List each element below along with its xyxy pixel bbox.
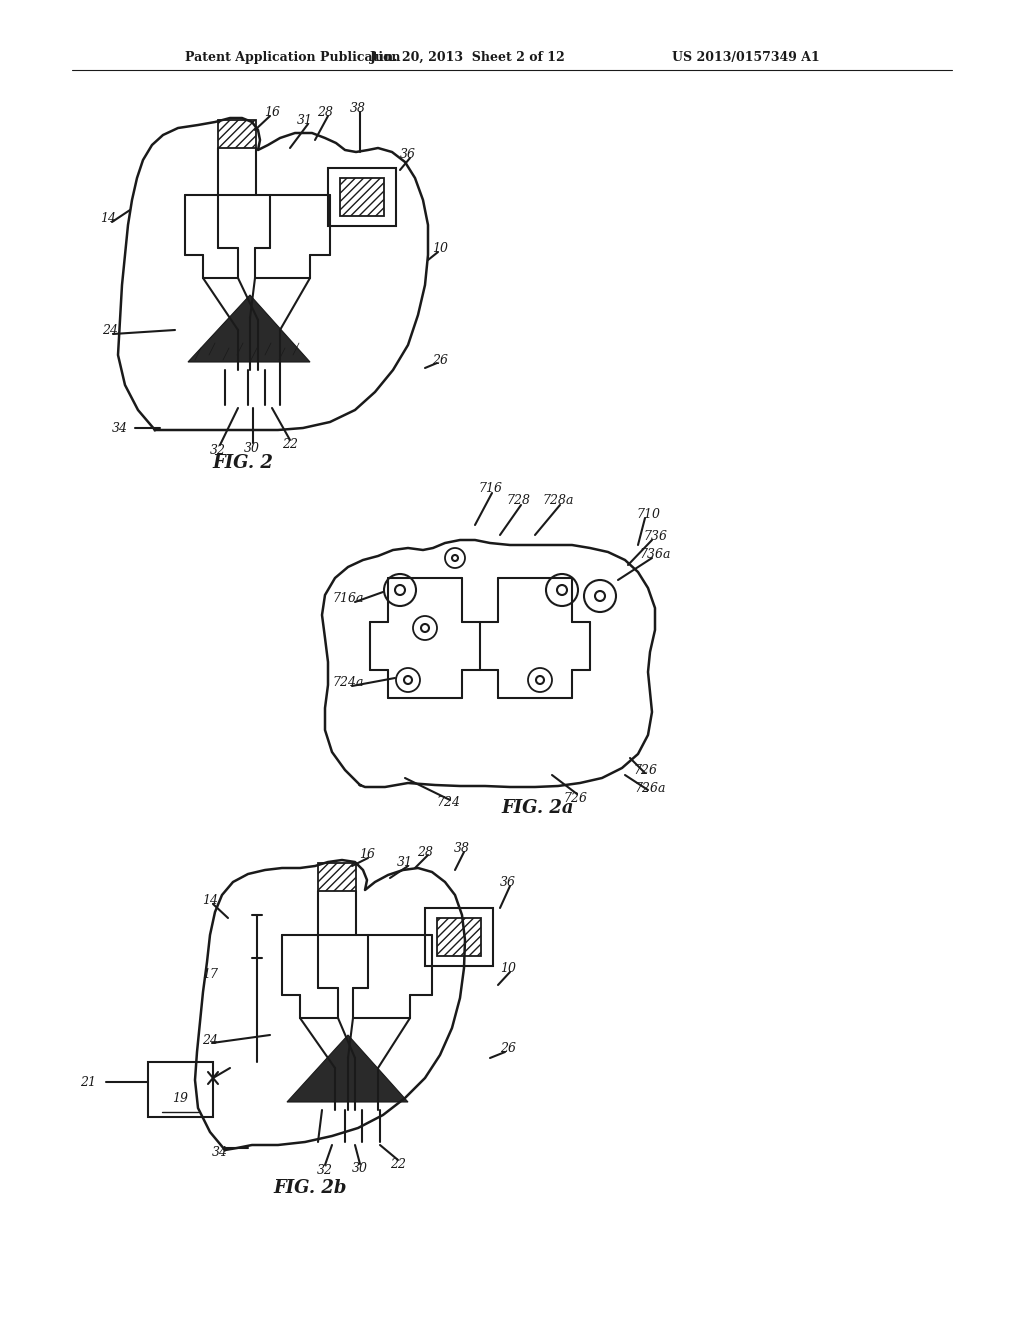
Polygon shape xyxy=(287,1035,408,1102)
Text: 716: 716 xyxy=(478,482,502,495)
Text: FIG. 2a: FIG. 2a xyxy=(502,799,574,817)
Text: US 2013/0157349 A1: US 2013/0157349 A1 xyxy=(672,50,820,63)
Circle shape xyxy=(396,668,420,692)
Text: 28: 28 xyxy=(417,846,433,858)
Text: 17: 17 xyxy=(202,969,218,982)
Circle shape xyxy=(445,548,465,568)
Text: 736a: 736a xyxy=(639,549,671,561)
Text: 14: 14 xyxy=(202,894,218,907)
Text: Jun. 20, 2013  Sheet 2 of 12: Jun. 20, 2013 Sheet 2 of 12 xyxy=(370,50,565,63)
Text: 10: 10 xyxy=(500,961,516,974)
Text: 710: 710 xyxy=(636,508,660,521)
Circle shape xyxy=(536,676,544,684)
Text: 36: 36 xyxy=(400,149,416,161)
Text: 31: 31 xyxy=(397,855,413,869)
Text: 728a: 728a xyxy=(543,494,573,507)
Circle shape xyxy=(595,591,605,601)
Text: 26: 26 xyxy=(432,354,449,367)
Text: 24: 24 xyxy=(102,323,118,337)
Text: 34: 34 xyxy=(212,1146,228,1159)
Text: 19: 19 xyxy=(172,1092,188,1105)
Circle shape xyxy=(413,616,437,640)
Polygon shape xyxy=(188,294,310,362)
Circle shape xyxy=(452,554,458,561)
Bar xyxy=(437,917,481,956)
Text: 21: 21 xyxy=(80,1076,96,1089)
Text: 14: 14 xyxy=(100,211,116,224)
Circle shape xyxy=(528,668,552,692)
Text: FIG. 2b: FIG. 2b xyxy=(273,1179,347,1197)
Text: 16: 16 xyxy=(264,106,280,119)
Text: 22: 22 xyxy=(282,438,298,451)
Text: 32: 32 xyxy=(317,1163,333,1176)
Text: 38: 38 xyxy=(454,842,470,854)
Text: 34: 34 xyxy=(112,421,128,434)
Text: 726: 726 xyxy=(633,763,657,776)
Text: 736: 736 xyxy=(643,531,667,544)
Text: 36: 36 xyxy=(500,875,516,888)
Circle shape xyxy=(546,574,578,606)
Bar xyxy=(318,863,356,891)
Text: 30: 30 xyxy=(352,1162,368,1175)
Text: 726a: 726a xyxy=(634,781,666,795)
Bar xyxy=(218,120,256,148)
Text: 38: 38 xyxy=(350,102,366,115)
Text: 22: 22 xyxy=(390,1159,406,1172)
Text: 716a: 716a xyxy=(332,591,364,605)
Circle shape xyxy=(557,585,567,595)
Text: 724: 724 xyxy=(436,796,460,809)
Text: 31: 31 xyxy=(297,114,313,127)
Bar xyxy=(328,168,396,226)
Text: 10: 10 xyxy=(432,242,449,255)
Circle shape xyxy=(421,624,429,632)
Text: 24: 24 xyxy=(202,1034,218,1047)
Circle shape xyxy=(395,585,406,595)
Text: 30: 30 xyxy=(244,441,260,454)
Text: 28: 28 xyxy=(317,106,333,119)
Circle shape xyxy=(384,574,416,606)
Text: FIG. 2: FIG. 2 xyxy=(213,454,273,473)
Bar xyxy=(148,1063,213,1117)
Circle shape xyxy=(404,676,412,684)
Text: 728: 728 xyxy=(506,494,530,507)
Circle shape xyxy=(584,579,616,612)
Text: Patent Application Publication: Patent Application Publication xyxy=(185,50,400,63)
Text: 32: 32 xyxy=(210,444,226,457)
Text: 726: 726 xyxy=(563,792,587,804)
Bar xyxy=(340,178,384,216)
Text: 724a: 724a xyxy=(332,676,364,689)
Text: 16: 16 xyxy=(359,849,375,862)
Text: 26: 26 xyxy=(500,1041,516,1055)
Bar xyxy=(425,908,493,966)
